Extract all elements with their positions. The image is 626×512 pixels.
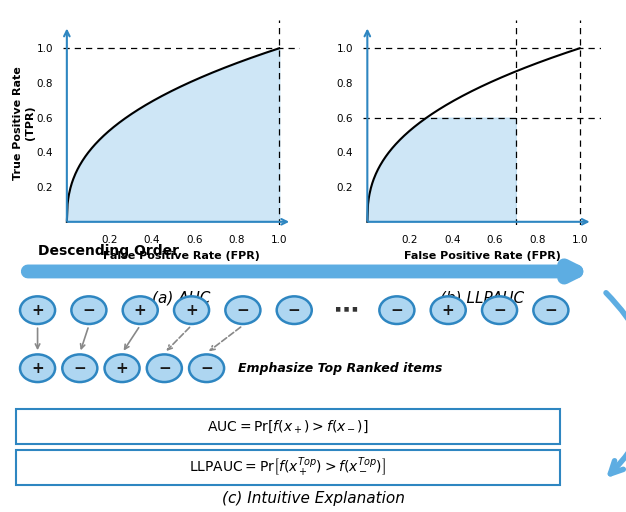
Text: Emphasize Top Ranked items: Emphasize Top Ranked items bbox=[238, 362, 442, 375]
Ellipse shape bbox=[277, 296, 312, 324]
Ellipse shape bbox=[123, 296, 158, 324]
FancyBboxPatch shape bbox=[16, 451, 560, 485]
Text: −: − bbox=[83, 303, 95, 317]
X-axis label: False Positive Rate (FPR): False Positive Rate (FPR) bbox=[103, 250, 260, 261]
Ellipse shape bbox=[431, 296, 466, 324]
Text: ⋯: ⋯ bbox=[333, 298, 358, 322]
Text: −: − bbox=[237, 303, 249, 317]
Text: (c) Intuitive Explanation: (c) Intuitive Explanation bbox=[222, 492, 404, 506]
Text: Descending Order: Descending Order bbox=[38, 244, 178, 258]
Text: +: + bbox=[31, 361, 44, 376]
Ellipse shape bbox=[174, 296, 209, 324]
Ellipse shape bbox=[225, 296, 260, 324]
Ellipse shape bbox=[20, 296, 55, 324]
Ellipse shape bbox=[62, 354, 97, 382]
Ellipse shape bbox=[533, 296, 568, 324]
Text: −: − bbox=[288, 303, 300, 317]
FancyBboxPatch shape bbox=[16, 409, 560, 443]
Text: (a) AUC: (a) AUC bbox=[152, 291, 211, 306]
Text: −: − bbox=[493, 303, 506, 317]
Ellipse shape bbox=[379, 296, 414, 324]
Ellipse shape bbox=[482, 296, 517, 324]
Y-axis label: True Positive Rate
(TPR): True Positive Rate (TPR) bbox=[13, 66, 35, 180]
Ellipse shape bbox=[20, 354, 55, 382]
Ellipse shape bbox=[105, 354, 140, 382]
Text: $\mathrm{AUC} = \mathrm{Pr}\left[f(x_+) > f(x_-)\right]$: $\mathrm{AUC} = \mathrm{Pr}\left[f(x_+) … bbox=[207, 418, 369, 435]
Text: +: + bbox=[185, 303, 198, 317]
Text: +: + bbox=[116, 361, 128, 376]
Text: +: + bbox=[442, 303, 454, 317]
Text: −: − bbox=[200, 361, 213, 376]
X-axis label: False Positive Rate (FPR): False Positive Rate (FPR) bbox=[404, 250, 560, 261]
Text: $\mathrm{LLPAUC} = \mathrm{Pr}\left[f(x_+^{Top}) > f(x_-^{Top})\right]$: $\mathrm{LLPAUC} = \mathrm{Pr}\left[f(x_… bbox=[190, 456, 386, 479]
Text: −: − bbox=[73, 361, 86, 376]
Ellipse shape bbox=[189, 354, 224, 382]
Text: +: + bbox=[134, 303, 146, 317]
Text: −: − bbox=[391, 303, 403, 317]
Ellipse shape bbox=[147, 354, 182, 382]
Text: −: − bbox=[158, 361, 171, 376]
Text: +: + bbox=[31, 303, 44, 317]
Text: (b) LLPAUC: (b) LLPAUC bbox=[440, 291, 524, 306]
Text: −: − bbox=[545, 303, 557, 317]
Ellipse shape bbox=[71, 296, 106, 324]
